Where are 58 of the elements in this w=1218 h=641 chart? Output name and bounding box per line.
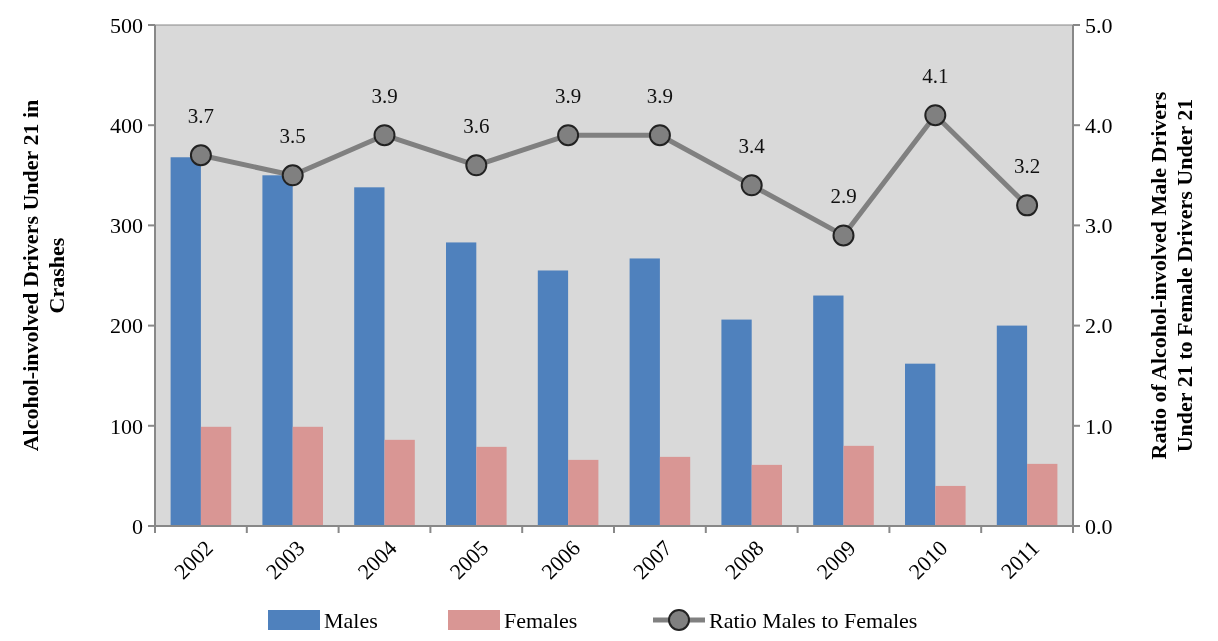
legend-label: Females xyxy=(504,607,578,633)
bar xyxy=(721,319,752,526)
bar xyxy=(476,446,507,526)
bar xyxy=(1027,463,1058,526)
bar xyxy=(813,295,844,526)
bar xyxy=(659,456,691,526)
y-tick-label: 0 xyxy=(132,513,143,539)
point xyxy=(373,124,396,147)
y-tick-label: 300 xyxy=(110,213,143,239)
y2-tick-label: 0.0 xyxy=(1085,513,1113,539)
y-tick-label: 400 xyxy=(110,112,143,138)
bar xyxy=(905,363,936,526)
data-label: 3.6 xyxy=(463,114,490,139)
point xyxy=(740,174,763,197)
data-label: 3.9 xyxy=(646,84,674,109)
data-label: 3.2 xyxy=(1013,154,1041,179)
bar xyxy=(446,242,477,526)
y2-tick-label: 3.0 xyxy=(1085,213,1113,239)
point xyxy=(924,104,947,127)
data-label: 3.9 xyxy=(554,84,582,109)
y2-tick-label: 5.0 xyxy=(1085,12,1113,38)
point xyxy=(189,144,212,167)
data-label: 3.9 xyxy=(371,84,398,109)
point xyxy=(832,224,855,247)
bar xyxy=(170,157,201,526)
data-label: 3.4 xyxy=(738,134,766,159)
data-label: 3.5 xyxy=(279,124,306,149)
y2-tick-label: 2.0 xyxy=(1085,313,1113,339)
point xyxy=(465,154,488,177)
bar xyxy=(200,426,232,526)
data-label: 4.1 xyxy=(922,64,949,89)
bar xyxy=(935,485,966,526)
y-tick-label: 100 xyxy=(110,413,143,439)
data-label: 3.7 xyxy=(187,104,215,129)
y2-axis-title: Ratio of Alcohol-involved Male Drivers Under 21 to Female Drivers Under 21 xyxy=(1146,91,1198,460)
bar xyxy=(384,439,415,526)
y2-tick-label: 4.0 xyxy=(1085,112,1113,138)
bar xyxy=(568,459,599,526)
bar xyxy=(996,325,1028,526)
y-axis-title: Alcohol-involved Drivers Under 21 in Crashes xyxy=(18,99,70,452)
legend-label: Males xyxy=(324,607,378,633)
y-tick-label: 500 xyxy=(110,12,143,38)
bar xyxy=(262,175,293,526)
point xyxy=(1016,194,1039,217)
bar xyxy=(843,445,874,526)
data-label: 2.9 xyxy=(830,184,857,209)
legend-label: Ratio Males to Females xyxy=(709,607,918,633)
x-tick-label: 2011 xyxy=(995,535,1045,584)
point xyxy=(648,124,671,147)
bar xyxy=(354,187,385,526)
y2-tick-label: 1.0 xyxy=(1085,413,1113,439)
point xyxy=(281,164,304,187)
point xyxy=(557,124,580,147)
y-tick-label: 200 xyxy=(110,313,143,339)
bar xyxy=(537,270,569,526)
bar xyxy=(751,464,782,526)
bar xyxy=(292,426,323,526)
bar xyxy=(629,258,660,526)
